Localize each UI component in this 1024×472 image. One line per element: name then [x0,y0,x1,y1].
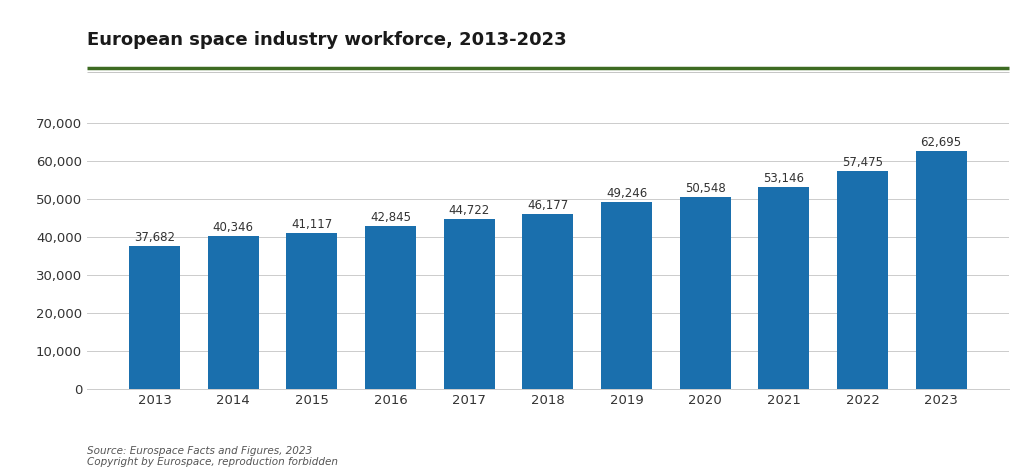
Bar [680,197,731,389]
Bar [837,170,888,389]
Text: 50,548: 50,548 [685,182,726,195]
Text: 49,246: 49,246 [606,187,647,200]
Text: 46,177: 46,177 [527,199,568,211]
Bar [365,226,416,389]
Bar [129,246,180,389]
Bar [443,219,495,389]
Text: 53,146: 53,146 [763,172,804,185]
Bar [287,233,337,389]
Text: 62,695: 62,695 [921,136,962,149]
Bar [522,214,573,389]
Text: 40,346: 40,346 [213,221,254,234]
Text: 37,682: 37,682 [134,231,175,244]
Bar [759,187,809,389]
Text: 41,117: 41,117 [291,218,333,231]
Text: 42,845: 42,845 [370,211,411,224]
Text: Source: Eurospace Facts and Figures, 2023
Copyright by Eurospace, reproduction f: Source: Eurospace Facts and Figures, 202… [87,446,338,467]
Bar [601,202,652,389]
Text: European space industry workforce, 2013-2023: European space industry workforce, 2013-… [87,31,566,49]
Text: 44,722: 44,722 [449,204,489,217]
Bar [915,151,967,389]
Bar [208,236,259,389]
Text: 57,475: 57,475 [842,156,883,169]
